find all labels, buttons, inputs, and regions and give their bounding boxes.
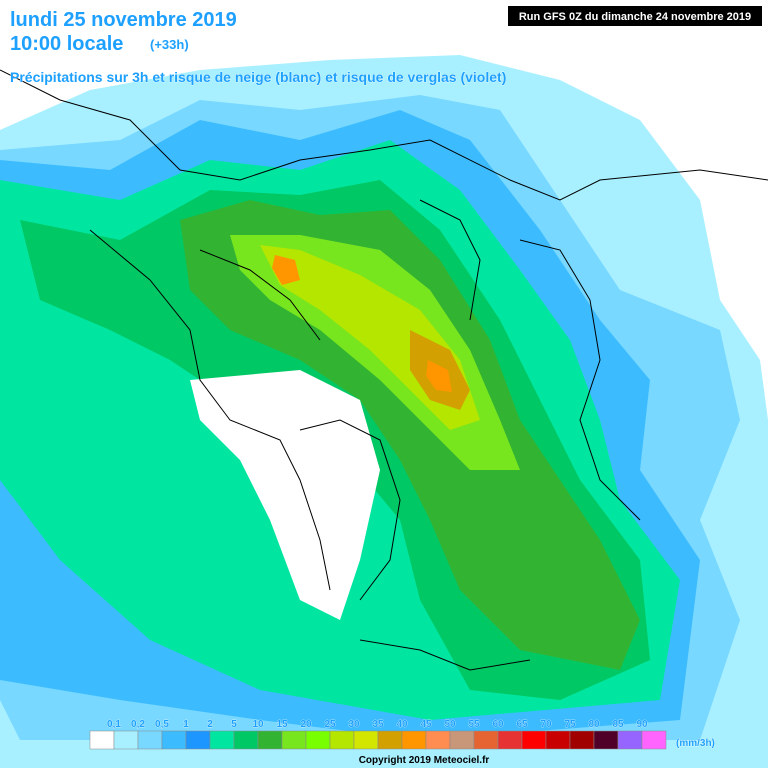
legend-label: 35 <box>372 719 384 730</box>
legend-swatch <box>401 730 427 750</box>
legend-unit: (mm/3h) <box>676 738 715 749</box>
date: lundi 25 novembre 2019 <box>10 9 237 31</box>
legend-swatch <box>281 730 307 750</box>
run-box <box>508 6 762 26</box>
legend-swatch <box>185 730 211 750</box>
legend-label: 0,1 <box>107 719 121 730</box>
legend-label: 80 <box>588 719 600 730</box>
legend-label: 5 <box>231 719 237 730</box>
legend-label: 70 <box>540 719 552 730</box>
legend-label: 45 <box>420 719 432 730</box>
copyright: Copyright 2019 Meteociel.fr <box>359 755 490 766</box>
legend-label: 75 <box>564 719 576 730</box>
legend-swatch <box>233 730 259 750</box>
run-info: Run GFS 0Z du dimanche 24 novembre 2019 <box>519 11 751 23</box>
legend-label: 50 <box>444 719 456 730</box>
legend-swatch <box>473 730 499 750</box>
legend-label: 40 <box>396 719 408 730</box>
subtitle: Précipitations sur 3h et risque de neige… <box>10 69 506 85</box>
legend-label: 0,5 <box>155 719 169 730</box>
legend-swatch <box>521 730 547 750</box>
legend-swatch <box>569 730 595 750</box>
legend-label: 25 <box>324 719 336 730</box>
legend-label: 15 <box>276 719 288 730</box>
legend-swatch <box>305 730 331 750</box>
legend-swatch <box>161 730 187 750</box>
legend-label: 85 <box>612 719 624 730</box>
borders <box>0 69 768 671</box>
legend-label: 55 <box>468 719 480 730</box>
legend-label: 65 <box>516 719 528 730</box>
legend-swatch <box>641 730 667 750</box>
legend-swatch <box>593 730 619 750</box>
legend-label: 90 <box>636 719 648 730</box>
legend-swatch <box>497 730 523 750</box>
legend-label: 0,2 <box>131 719 145 730</box>
legend-swatch <box>425 730 451 750</box>
legend-swatch <box>257 730 283 750</box>
legend-swatch <box>353 730 379 750</box>
legend-swatch <box>329 730 355 750</box>
legend: 0,1 0,2 0,5 1 2 5 10 15 20 25 30 35 40 45 50 55 60 65 70 75… <box>89 719 667 750</box>
local-time: 10:00 locale <box>10 33 123 55</box>
legend-swatch <box>449 730 475 750</box>
legend-label: 1 <box>183 719 189 730</box>
legend-swatch <box>113 730 139 750</box>
legend-swatch <box>137 730 163 750</box>
legend-label: 2 <box>207 719 213 730</box>
legend-label: 10 <box>252 719 264 730</box>
legend-swatch <box>545 730 571 750</box>
legend-swatch <box>617 730 643 750</box>
legend-swatch <box>89 730 115 750</box>
precipitation-field <box>0 55 768 768</box>
legend-label: 60 <box>492 719 504 730</box>
lead-time: (+33h) <box>150 37 189 52</box>
legend-swatch <box>209 730 235 750</box>
legend-label: 30 <box>348 719 360 730</box>
legend-swatch <box>377 730 403 750</box>
legend-label: 20 <box>300 719 312 730</box>
